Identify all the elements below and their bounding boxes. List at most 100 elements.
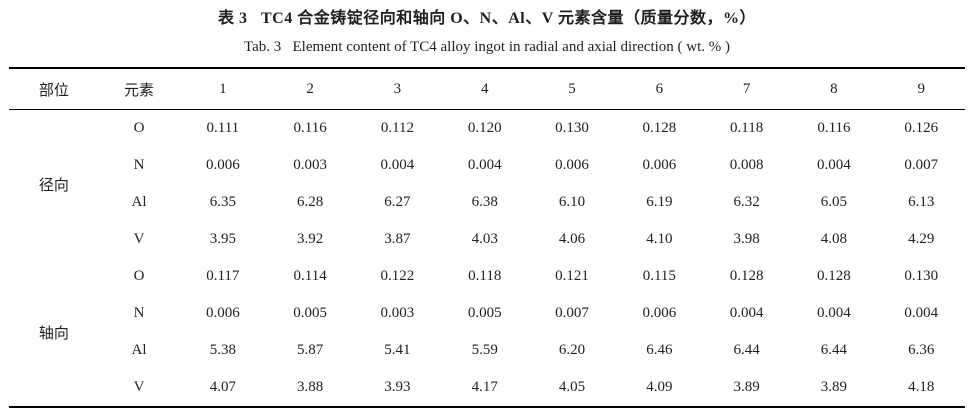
value-cell: 4.10: [646, 231, 673, 247]
header-row: 部位 元素 1 2 3 4 5 6 7 8 9: [9, 68, 965, 110]
table-row: V 3.95 3.92 3.87 4.03 4.06 4.10 3.98 4.08 4.29: [9, 221, 965, 258]
value-cell: 6.46: [646, 342, 673, 358]
value-cell: 0.116: [293, 120, 327, 136]
table-row: 轴向 O 0.117 0.114 0.122 0.118 0.121 0.115 0.128 0.…: [9, 258, 965, 342]
value-cell: 4.03: [471, 231, 498, 247]
element-cell: O: [133, 120, 145, 136]
value-cell: 0.004: [729, 305, 764, 321]
value-cell: 0.007: [904, 157, 939, 173]
value-cell: 6.32: [733, 194, 760, 210]
header-col-9: 9: [877, 68, 965, 110]
element-cell: N: [133, 157, 145, 173]
header-location: 部位: [9, 68, 99, 110]
table-row: 径向 O 0.111 0.116 0.112 0.120 0.130 0.128 0.118 0.…: [9, 110, 965, 194]
header-col-2: 2: [266, 68, 354, 110]
value-cell: 0.008: [729, 157, 764, 173]
element-cell: V: [133, 379, 145, 395]
value-cell: 6.36: [908, 342, 935, 358]
value-cell: 0.006: [205, 305, 240, 321]
header-element: 元素: [98, 68, 180, 110]
value-cell: 6.28: [297, 194, 324, 210]
value-cell: 0.005: [293, 305, 327, 321]
value-cell: 0.006: [642, 305, 677, 321]
value-cell: 6.44: [820, 342, 848, 358]
value-cell: 0.006: [555, 157, 589, 173]
value-cell: 4.09: [646, 379, 673, 395]
value-cell: 0.117: [206, 268, 240, 284]
table-row: Al 5.38 5.87 5.41 5.59 6.20 6.46 6.44 6.44 6.36: [9, 332, 965, 369]
value-cell: 0.006: [205, 157, 240, 173]
value-cell: 3.95: [209, 231, 236, 247]
value-cell: 4.08: [820, 231, 848, 247]
value-cell: 6.27: [384, 194, 411, 210]
header-col-7: 7: [702, 68, 791, 110]
value-cell: 0.116: [817, 120, 851, 136]
header-col-8: 8: [790, 68, 878, 110]
value-cell: 3.89: [733, 379, 760, 395]
value-cell: 4.05: [558, 379, 586, 395]
value-cell: 0.126: [904, 120, 939, 136]
value-cell: 4.06: [558, 231, 586, 247]
header-col-5: 5: [528, 68, 616, 110]
value-cell: 0.115: [642, 268, 676, 284]
value-cell: 3.92: [297, 231, 324, 247]
value-cell: 0.007: [555, 305, 589, 321]
location-cell-radial: 径向: [38, 177, 69, 194]
header-col-6: 6: [615, 68, 703, 110]
value-cell: 0.004: [380, 157, 415, 173]
value-cell: 3.98: [733, 231, 760, 247]
table-row: N 0.006 0.005 0.003 0.005 0.007 0.006 0.004 0.00…: [9, 295, 965, 332]
value-cell: 0.005: [467, 305, 502, 321]
value-cell: 0.128: [729, 268, 764, 284]
element-cell: Al: [131, 342, 147, 358]
value-cell: 6.19: [646, 194, 673, 210]
value-cell: 6.38: [471, 194, 498, 210]
value-cell: 3.87: [384, 231, 411, 247]
element-content-table: 部位 元素 1 2 3 4 5 6 7 8 9 径向 O 0.111 0.116 0.1…: [9, 67, 965, 408]
value-cell: 4.07: [209, 379, 236, 395]
table-row: N 0.006 0.003 0.004 0.004 0.006 0.006 0.008 0.00…: [9, 147, 965, 184]
value-cell: 5.59: [471, 342, 498, 358]
value-cell: 5.87: [297, 342, 324, 358]
table-row: Al 6.35 6.28 6.27 6.38 6.10 6.19 6.32 6.05 6.13: [9, 184, 965, 221]
value-cell: 3.88: [297, 379, 324, 395]
value-cell: 6.10: [558, 194, 586, 210]
value-cell: 0.118: [468, 268, 502, 284]
value-cell: 0.130: [555, 120, 589, 136]
element-cell: O: [133, 268, 145, 284]
value-cell: 4.29: [908, 231, 935, 247]
value-cell: 4.18: [908, 379, 935, 395]
element-cell: N: [133, 305, 145, 321]
value-cell: 0.004: [817, 305, 851, 321]
element-cell: V: [133, 231, 145, 247]
value-cell: 5.38: [209, 342, 236, 358]
value-cell: 0.003: [293, 157, 327, 173]
table-title-english: Tab. 3 Element content of TC4 alloy ingo…: [243, 39, 731, 55]
value-cell: 0.118: [730, 120, 764, 136]
header-col-4: 4: [441, 68, 529, 110]
value-cell: 0.114: [293, 268, 327, 284]
value-cell: 6.44: [733, 342, 760, 358]
value-cell: 0.128: [817, 268, 851, 284]
header-col-3: 3: [353, 68, 442, 110]
value-cell: 6.35: [209, 194, 236, 210]
value-cell: 3.89: [820, 379, 848, 395]
value-cell: 4.17: [471, 379, 498, 395]
value-cell: 0.004: [904, 305, 939, 321]
location-cell-axial: 轴向: [38, 325, 69, 342]
value-cell: 6.13: [908, 194, 935, 210]
value-cell: 0.128: [642, 120, 677, 136]
value-cell: 0.120: [467, 120, 502, 136]
value-cell: 0.003: [380, 305, 415, 321]
value-cell: 6.20: [558, 342, 586, 358]
element-cell: Al: [131, 194, 147, 210]
table-body: 径向 O 0.111 0.116 0.112 0.120 0.130 0.128 0.118 0.…: [9, 110, 965, 408]
value-cell: 0.004: [817, 157, 851, 173]
value-cell: 0.121: [555, 268, 589, 284]
value-cell: 0.130: [904, 268, 939, 284]
value-cell: 0.122: [380, 268, 415, 284]
value-cell: 5.41: [384, 342, 411, 358]
value-cell: 6.05: [820, 194, 848, 210]
value-cell: 0.112: [380, 120, 415, 136]
